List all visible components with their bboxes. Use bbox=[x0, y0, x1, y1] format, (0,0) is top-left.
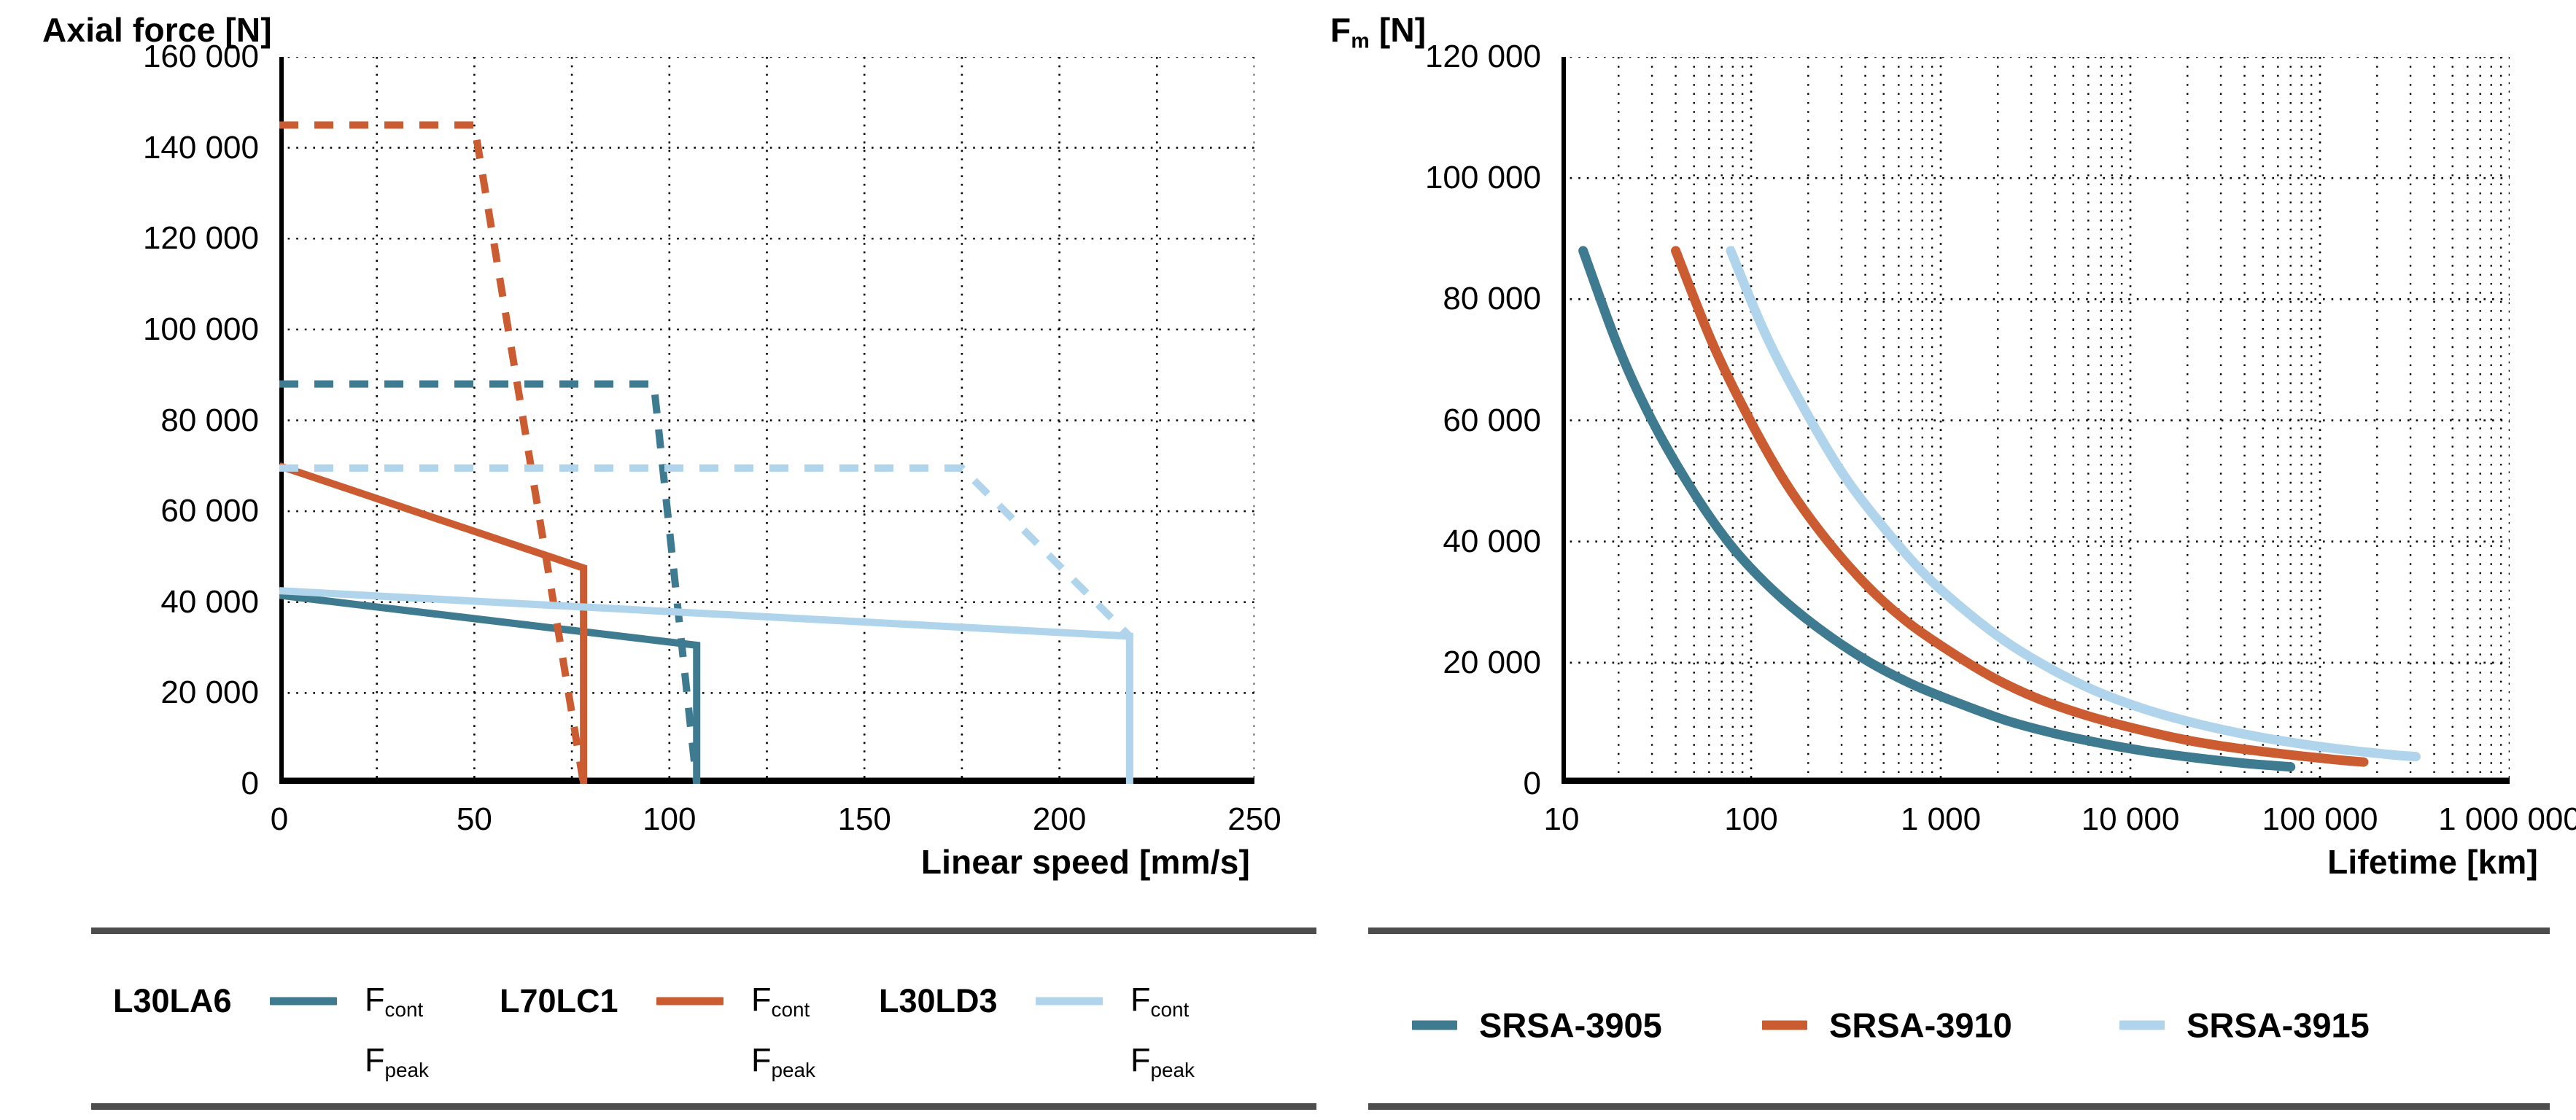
right-series-srsa-3910 bbox=[1671, 246, 2369, 767]
right-y-tick-6: 120 000 bbox=[1424, 39, 1541, 74]
right-legend-swatch-0 bbox=[1412, 1020, 1457, 1030]
left-x-axis-title: Linear speed [mm/s] bbox=[920, 843, 1250, 881]
left-legend: L30LA6 Fcont Fpeak L70LC1 Fcont Fpeak L30LD3 Fc… bbox=[91, 928, 1316, 1110]
left-y-tick-6: 120 000 bbox=[142, 220, 259, 257]
left-legend-swatch-0-cont bbox=[270, 997, 337, 1006]
right-x-tick-4: 100 000 bbox=[2262, 801, 2378, 837]
left-x-tick-0: 0 bbox=[270, 801, 289, 837]
left-y-tick-0: 0 bbox=[241, 766, 259, 801]
f-base: F bbox=[1130, 980, 1151, 1018]
f-sub: peak bbox=[384, 1059, 429, 1082]
left-y-axis-title: Axial force [N] bbox=[42, 11, 272, 49]
right-x-tick-2: 1 000 bbox=[1900, 801, 1982, 837]
left-legend-swatch-2-cont bbox=[1036, 997, 1103, 1006]
right-y-axis-title: Fm [N] bbox=[1330, 10, 1426, 54]
left-series-l30la6-fpeak bbox=[279, 380, 701, 784]
f-base: F bbox=[365, 1041, 385, 1078]
right-plot-area bbox=[1561, 57, 2510, 784]
left-y-tick-2: 40 000 bbox=[160, 583, 259, 620]
left-legend-swatch-2-peak bbox=[1036, 1058, 1103, 1066]
right-y-tick-3: 60 000 bbox=[1443, 402, 1541, 438]
right-x-axis-title: Lifetime [km] bbox=[2327, 843, 2538, 881]
left-series-l30ld3-fcont bbox=[279, 587, 1133, 784]
right-legend-label-0: SRSA-3905 bbox=[1479, 1006, 1662, 1045]
right-chart-panel: Fm [N] 0 20 000 40 000 60 000 80 000 100 000 1… bbox=[1288, 0, 2576, 1120]
right-series-srsa-3915 bbox=[1726, 246, 2421, 762]
left-x-tick-3: 150 bbox=[837, 801, 891, 837]
f-base: F bbox=[365, 980, 385, 1018]
left-plot-area bbox=[279, 57, 1254, 784]
right-x-tick-1: 100 bbox=[1724, 801, 1778, 837]
f-sub: cont bbox=[1150, 998, 1190, 1022]
right-y-axis-title-unit: [N] bbox=[1369, 11, 1427, 49]
left-series-l70lc1-fpeak bbox=[279, 121, 588, 784]
f-base: F bbox=[751, 980, 772, 1018]
left-legend-swatch-0-peak bbox=[270, 1058, 337, 1066]
left-y-tick-8: 160 000 bbox=[142, 39, 259, 74]
right-y-axis-title-base: F bbox=[1330, 11, 1351, 49]
left-series-l30la6-fcont bbox=[279, 591, 701, 784]
right-x-tick-0: 10 bbox=[1543, 801, 1580, 837]
f-sub: peak bbox=[1150, 1059, 1195, 1082]
left-legend-swatch-1-cont bbox=[656, 997, 723, 1006]
right-legend-label-1: SRSA-3910 bbox=[1829, 1006, 2012, 1045]
left-legend-name-2: L30LD3 bbox=[879, 982, 998, 1019]
left-legend-label-1-peak: Fpeak bbox=[751, 1041, 815, 1082]
left-x-tick-1: 50 bbox=[456, 801, 492, 837]
f-base: F bbox=[751, 1041, 772, 1078]
left-legend-label-0-peak: Fpeak bbox=[365, 1041, 429, 1082]
right-y-tick-1: 20 000 bbox=[1443, 644, 1541, 680]
left-legend-swatch-1-peak bbox=[656, 1058, 723, 1066]
left-x-tick-5: 250 bbox=[1227, 801, 1281, 837]
left-y-tick-1: 20 000 bbox=[160, 674, 259, 711]
left-chart-panel: Axial force [N] 0 20 000 40 000 60 000 80 00… bbox=[42, 11, 1316, 1110]
f-sub: cont bbox=[771, 998, 810, 1022]
right-plot-svg bbox=[1561, 57, 2510, 784]
left-plot-svg bbox=[279, 57, 1254, 784]
f-sub: peak bbox=[771, 1059, 815, 1082]
left-series-l30ld3-fpeak bbox=[279, 464, 1133, 639]
right-x-tick-3: 10 000 bbox=[2081, 801, 2180, 837]
left-x-tick-4: 200 bbox=[1032, 801, 1087, 837]
left-legend-label-2-peak: Fpeak bbox=[1130, 1041, 1195, 1082]
right-y-tick-4: 80 000 bbox=[1443, 281, 1541, 317]
right-legend-swatch-2 bbox=[2119, 1020, 2165, 1030]
right-legend-label-2: SRSA-3915 bbox=[2187, 1006, 2370, 1045]
left-legend-label-0-cont: Fcont bbox=[365, 981, 423, 1022]
right-x-tick-5: 1 000 000 bbox=[2438, 801, 2576, 837]
left-y-tick-3: 60 000 bbox=[160, 493, 259, 529]
f-sub: cont bbox=[384, 998, 424, 1022]
left-legend-name-1: L70LC1 bbox=[500, 982, 618, 1019]
right-y-axis-title-sub: m bbox=[1351, 29, 1370, 53]
left-legend-name-0: L30LA6 bbox=[113, 982, 232, 1019]
left-x-tick-2: 100 bbox=[643, 801, 697, 837]
left-series-l70lc1-fcont bbox=[279, 462, 588, 784]
f-base: F bbox=[1130, 1041, 1151, 1078]
left-y-tick-7: 140 000 bbox=[142, 129, 259, 166]
left-y-tick-4: 80 000 bbox=[160, 402, 259, 438]
left-y-tick-5: 100 000 bbox=[142, 311, 259, 347]
right-y-tick-0: 0 bbox=[1523, 766, 1541, 801]
right-y-tick-2: 40 000 bbox=[1443, 523, 1541, 559]
left-legend-label-1-cont: Fcont bbox=[751, 981, 810, 1022]
right-y-tick-5: 100 000 bbox=[1424, 160, 1541, 196]
right-legend: SRSA-3905 SRSA-3910 SRSA-3915 bbox=[1368, 928, 2550, 1110]
right-series-srsa-3905 bbox=[1578, 246, 2296, 772]
right-legend-swatch-1 bbox=[1762, 1020, 1807, 1030]
left-legend-label-2-cont: Fcont bbox=[1130, 981, 1189, 1022]
